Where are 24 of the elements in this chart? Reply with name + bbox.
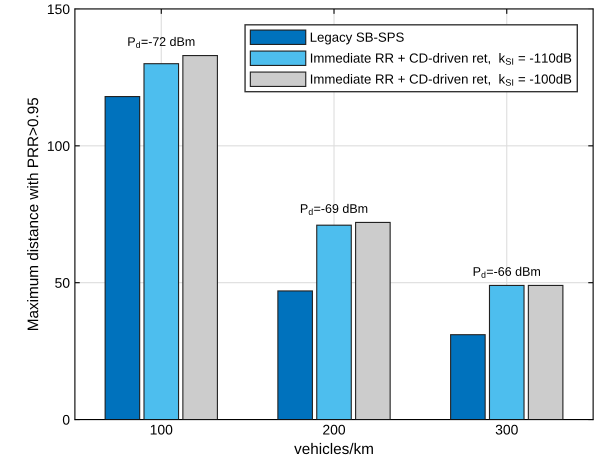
annotation: P$_{d}$=-69 dBm: [300, 204, 368, 215]
x-tick-label: 100: [150, 424, 172, 435]
bar: [528, 284, 564, 420]
y-tick-label: 150: [48, 4, 70, 14]
y-tick-label: 0: [62, 414, 70, 425]
x-tick-label: 300: [496, 424, 518, 435]
y-axis-title: Maximum distance with PRR>0.95: [27, 98, 38, 330]
legend-label: Immediate RR + CD-driven ret, k$_{SI}$ = -100dB: [310, 74, 572, 86]
bar: [355, 222, 391, 420]
bar: [182, 54, 218, 420]
x-tick-label: 200: [323, 424, 346, 435]
legend-label: Immediate RR + CD-driven ret, k$_{SI}$ = -110dB: [310, 53, 572, 65]
bar: [316, 224, 352, 420]
bar: [488, 284, 525, 420]
bar: [277, 290, 313, 420]
legend-label: Legacy SB-SPS: [310, 32, 404, 44]
annotation: P$_{d}$=-72 dBm: [128, 36, 194, 48]
annotation: P$_{d}$=-66 dBm: [474, 266, 540, 278]
bar: [450, 334, 486, 420]
x-axis-title: vehicles/km: [294, 442, 373, 454]
bar: [104, 96, 140, 420]
y-tick-label: 50: [55, 278, 70, 288]
bar: [143, 63, 180, 420]
y-tick-label: 100: [48, 141, 70, 152]
